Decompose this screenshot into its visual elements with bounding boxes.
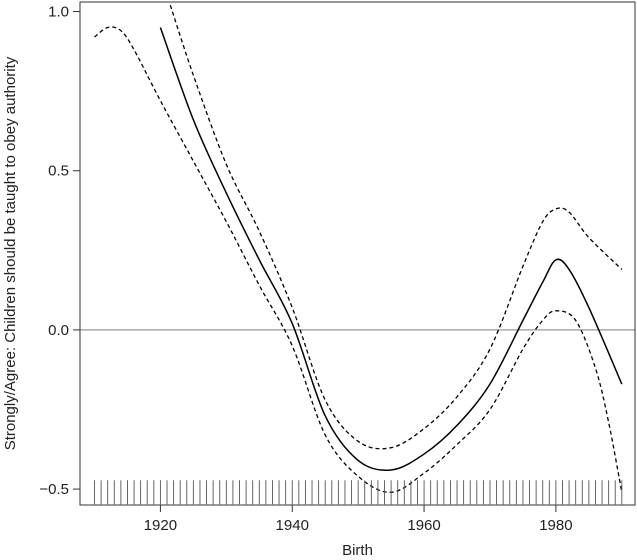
x-tick-label: 1980 (539, 517, 572, 534)
y-tick-label: 0.5 (48, 163, 69, 180)
plot-layer (80, 4, 635, 505)
rug-marks (94, 480, 623, 505)
axes-layer: 1920 1940 1960 1980 −0.5 0.0 0.5 1.0 (39, 1, 636, 534)
x-tick-label: 1960 (407, 517, 440, 534)
x-tick-label: 1940 (276, 517, 309, 534)
fitted-curve (159, 27, 623, 471)
plot-area (80, 4, 635, 493)
upper-confidence-band (169, 4, 623, 450)
x-axis-title: Birth (342, 542, 373, 559)
y-tick-label: 1.0 (48, 4, 69, 21)
y-tick-label: 0.0 (48, 322, 69, 339)
plot-frame (79, 1, 636, 506)
x-tick-label: 1920 (144, 517, 177, 534)
y-tick-label: −0.5 (39, 481, 69, 498)
y-axis-title: Strongly/Agree: Children should be taugh… (2, 56, 19, 450)
lower-confidence-band (94, 26, 623, 493)
